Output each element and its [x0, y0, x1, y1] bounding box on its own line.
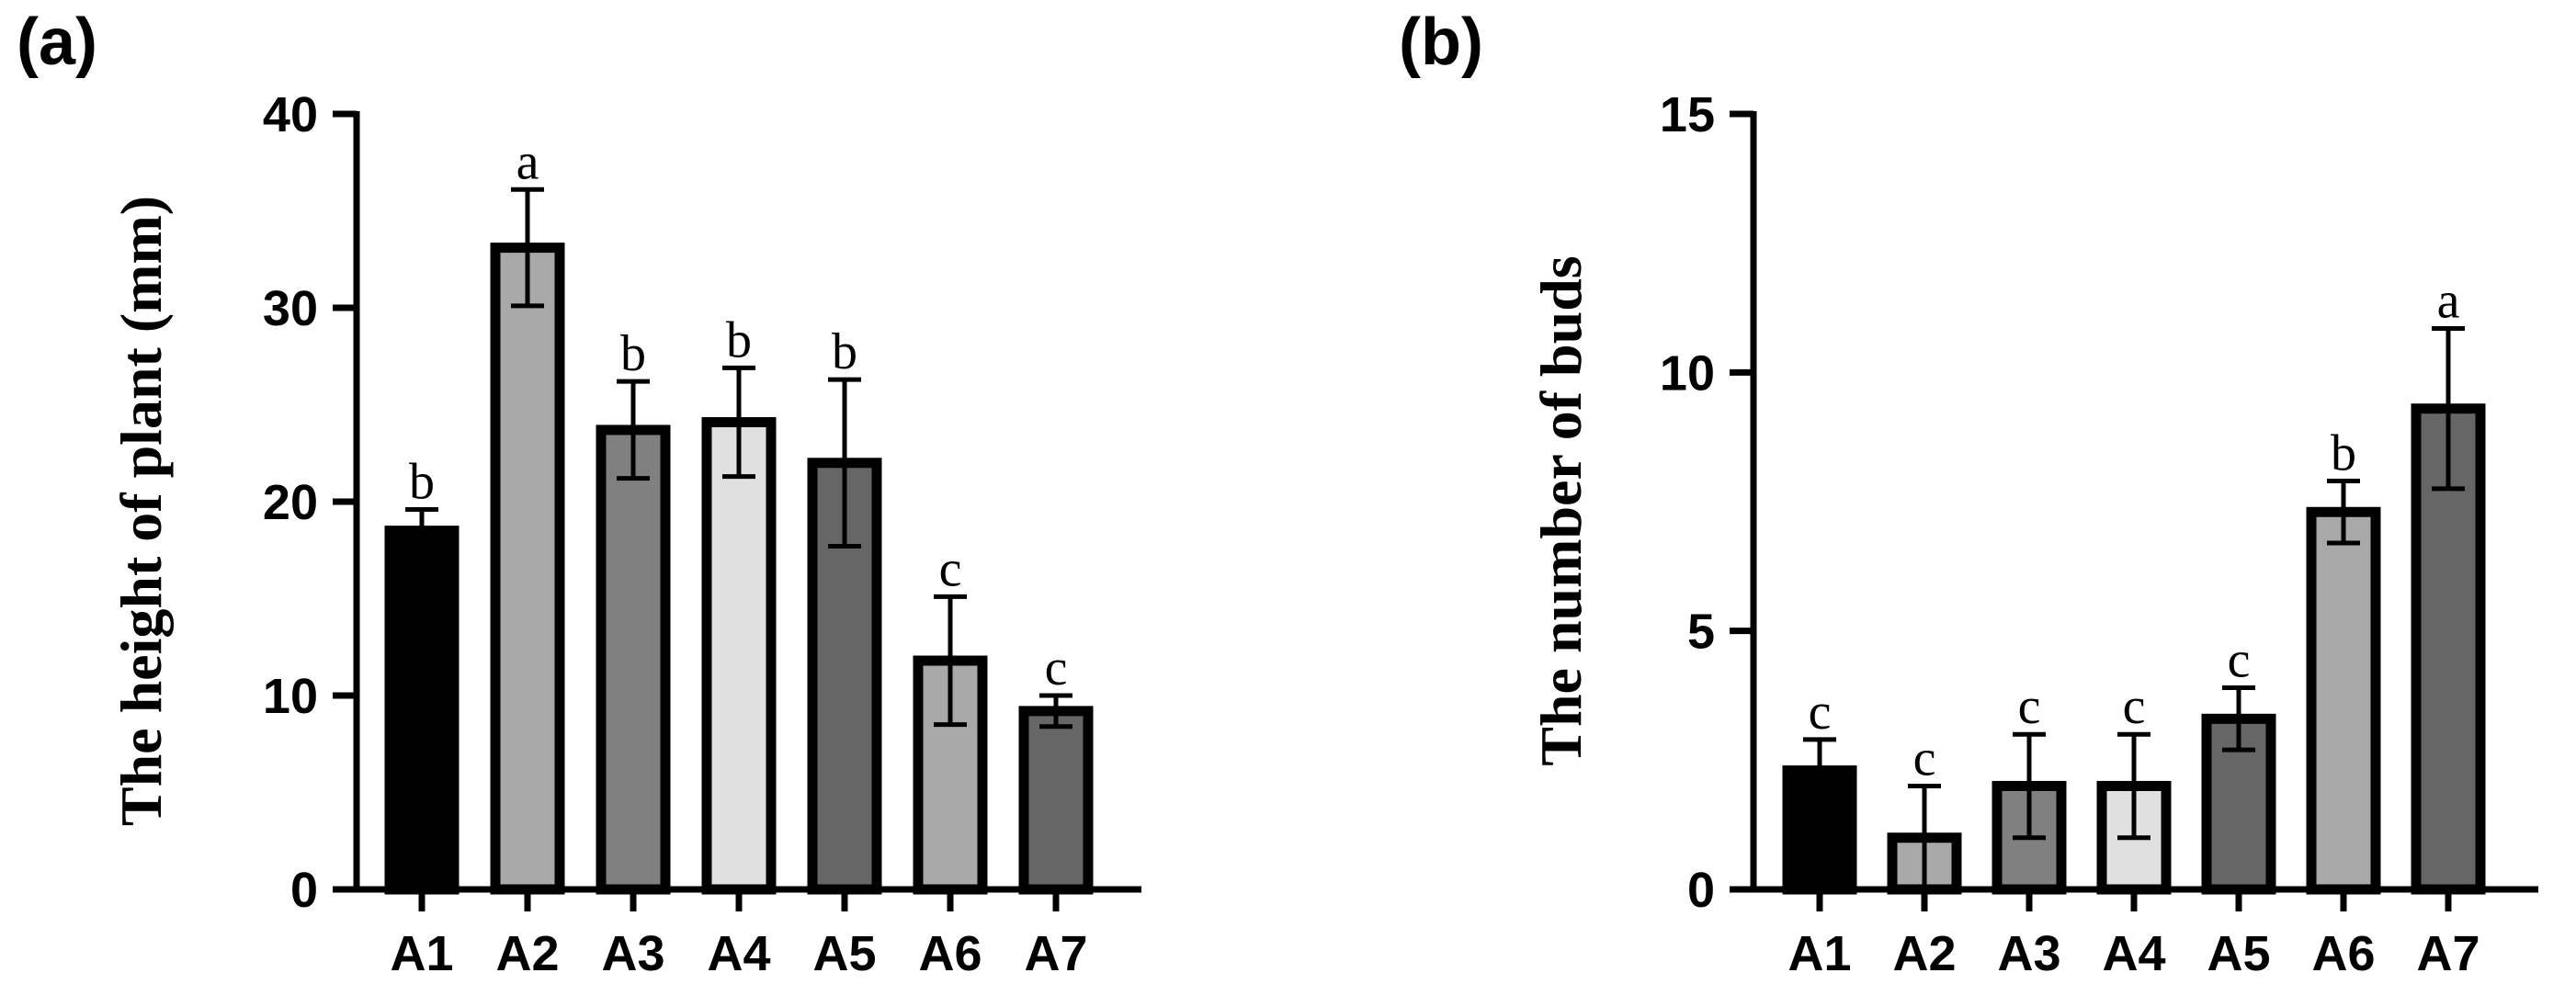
- bar-a6: [2306, 506, 2381, 895]
- x-tick-label: A6: [918, 926, 982, 981]
- x-tick-label: A3: [1997, 926, 2060, 981]
- panel-label: (b): [1399, 6, 1483, 79]
- significance-letter: c: [2018, 678, 2041, 735]
- x-tick-label: A2: [1892, 926, 1956, 981]
- x-tick-label: A7: [2416, 926, 2480, 981]
- y-tick-label: 0: [290, 863, 318, 918]
- significance-letter: c: [1809, 684, 1832, 741]
- significance-letter: c: [2228, 632, 2251, 689]
- significance-letter: c: [939, 540, 962, 597]
- x-tick-label: A3: [601, 926, 664, 981]
- significance-letter: b: [832, 323, 857, 380]
- x-tick-label: A1: [1787, 926, 1851, 981]
- bar-a1: [384, 526, 460, 895]
- x-tick-label: A6: [2311, 926, 2375, 981]
- y-axis-label: The height of plant (mm): [108, 196, 174, 826]
- y-tick-label: 0: [1687, 863, 1715, 918]
- y-tick-label: 5: [1687, 605, 1715, 660]
- x-tick-label: A4: [707, 926, 770, 981]
- bar-a3: [596, 424, 671, 895]
- x-tick-label: A2: [495, 926, 559, 981]
- y-axis-label: The number of buds: [1528, 255, 1594, 765]
- significance-letter: c: [1913, 730, 1936, 786]
- x-tick-label: A1: [390, 926, 453, 981]
- y-tick-label: 40: [263, 87, 318, 142]
- bar-a7: [1018, 706, 1094, 895]
- panel-label: (a): [17, 6, 97, 79]
- x-tick-label: A5: [812, 926, 876, 981]
- x-tick-label: A5: [2207, 926, 2270, 981]
- x-tick-label: A4: [2102, 926, 2165, 981]
- significance-letter: a: [516, 133, 539, 190]
- significance-letter: c: [1045, 639, 1068, 696]
- y-tick-label: 15: [1660, 87, 1715, 142]
- y-tick-label: 10: [263, 669, 318, 724]
- bar-a4: [701, 416, 777, 895]
- significance-letter: b: [620, 325, 646, 382]
- y-tick-label: 20: [263, 475, 318, 530]
- x-tick-label: A7: [1024, 926, 1087, 981]
- panel-a: (a) The height of plant (mm) b A1 a A2 b A3 b A4 b…: [17, 6, 1141, 981]
- bar-a2: [490, 243, 565, 895]
- y-tick-label: 30: [263, 281, 318, 336]
- significance-letter: b: [726, 311, 752, 368]
- y-tick-label: 10: [1660, 345, 1715, 401]
- panel-b: (b) The number of buds c A1 c A2 c A3 c A4 c A5 b A6 a…: [1399, 6, 2538, 981]
- significance-letter: a: [2437, 273, 2460, 330]
- significance-letter: c: [2123, 678, 2146, 735]
- significance-letter: b: [2331, 424, 2356, 481]
- significance-letter: b: [409, 453, 435, 510]
